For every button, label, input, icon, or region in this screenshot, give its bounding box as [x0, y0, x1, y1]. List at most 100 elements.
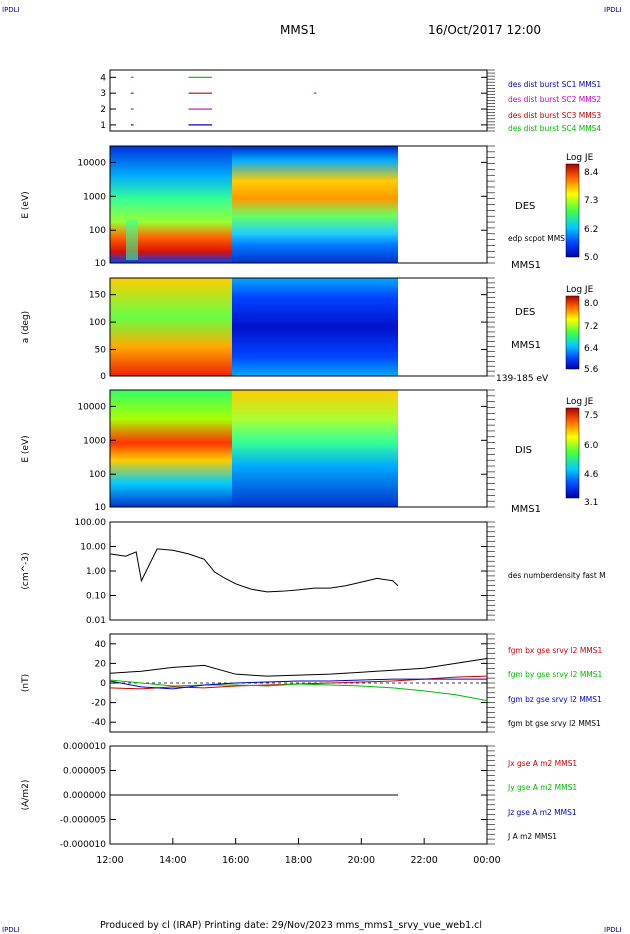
- current-ytick-label: 0.000000: [63, 791, 106, 801]
- panel-des-pitch: 150 100 50 0 a (deg) DES MMS1 139-185 eV Lo…: [21, 277, 599, 384]
- bfield-ytick-label: -40: [91, 718, 106, 728]
- des-energy-ylabel: E (eV): [21, 191, 31, 218]
- des-pitch-sat-label: MMS1: [511, 340, 541, 351]
- panel-current: 0.000010 0.000005 0.000000 -0.000005 -0.0000…: [21, 742, 577, 866]
- burst-ytick-label: 4: [100, 73, 106, 83]
- corner-label-top-right: IPDLI: [604, 6, 622, 14]
- dis-energy-cbar-tick: 4.6: [584, 470, 599, 480]
- des-pitch-ylabel: a (deg): [21, 311, 31, 343]
- bfield-ylabel: (nT): [21, 674, 31, 692]
- des-energy-cbar-tick: 6.2: [584, 225, 598, 235]
- density-ytick-label: 0.10: [86, 592, 106, 602]
- bfield-series-line: [109, 658, 488, 677]
- des-energy-ytick-label: 10000: [77, 158, 106, 168]
- dis-energy-ylabel: E (eV): [21, 435, 31, 462]
- des-pitch-ytick-label: 100: [89, 318, 106, 328]
- dis-energy-cbar-tick: 3.1: [584, 498, 598, 508]
- current-legend-j: J A m2 MMS1: [507, 832, 557, 841]
- des-energy-colorbar: [565, 163, 580, 258]
- bfield-series-line: [109, 679, 488, 702]
- density-ytick-label: 1.00: [86, 567, 106, 577]
- density-ytick-label: 0.01: [86, 616, 106, 626]
- dis-energy-ytick-label: 100: [89, 470, 106, 480]
- current-legend-jz: Jz gse A m2 MMS1: [507, 808, 577, 817]
- panel-density: 100.00 10.00 1.00 0.10 0.01 (cm^-3) des numb…: [21, 518, 606, 626]
- dis-energy-ytick-label: 1000: [83, 436, 106, 446]
- des-pitch-energy-label: 139-185 eV: [496, 374, 549, 384]
- mission-title: MMS1: [280, 23, 316, 37]
- x-tick-label: 20:00: [348, 855, 375, 866]
- des-energy-gap: [126, 220, 138, 260]
- des-pitch-cbar-tick: 5.6: [584, 365, 599, 375]
- bfield-ytick-label: 0: [100, 679, 106, 689]
- bfield-legend-by: fgm by gse srvy l2 MMS1: [508, 670, 603, 679]
- x-tick-label: 12:00: [96, 855, 123, 866]
- des-energy-colorbar-title: Log JE: [566, 153, 594, 163]
- bfield-series-line: [109, 675, 488, 690]
- des-energy-cbar-tick: 7.3: [584, 196, 598, 206]
- panel-burst-frame: [109, 69, 488, 132]
- dis-energy-colorbar-title: Log JE: [566, 397, 594, 407]
- panel-dis-energy: 10000 1000 100 10 E (eV) DIS MMS1 Log JE 7.…: [21, 389, 599, 515]
- current-legend-jy: Jy gse A m2 MMS1: [507, 783, 577, 792]
- dis-energy-ytick-label: 10000: [77, 402, 106, 412]
- legend-burst-sc4: des dist burst SC4 MMS4: [508, 124, 601, 133]
- des-energy-label: DES: [515, 201, 535, 212]
- corner-label-top-left: IPDLI: [2, 6, 20, 14]
- bfield-ytick-label: 40: [95, 640, 107, 650]
- dis-energy-ytick-label: 10: [95, 503, 107, 513]
- des-pitch-cbar-tick: 7.2: [584, 322, 598, 332]
- des-energy-cbar-tick: 8.4: [584, 168, 599, 178]
- des-pitch-ytick-label: 50: [95, 346, 107, 356]
- bfield-ytick-label: -20: [91, 699, 106, 709]
- density-ytick-label: 10.00: [80, 543, 106, 553]
- des-pitch-label: DES: [515, 307, 535, 318]
- legend-burst-sc3: des dist burst SC3 MMS3: [508, 111, 601, 120]
- datetime-title: 16/Oct/2017 12:00: [428, 23, 541, 37]
- dis-energy-spectrogram-late: [232, 390, 398, 507]
- legend-burst-sc2: des dist burst SC2 MMS2: [508, 95, 601, 104]
- des-energy-cbar-tick: 5.0: [584, 253, 599, 263]
- des-pitch-colorbar: [565, 295, 580, 370]
- des-energy-ytick-label: 1000: [83, 192, 106, 202]
- des-pitch-colorbar-title: Log JE: [566, 285, 594, 295]
- density-ylabel: (cm^-3): [21, 552, 31, 589]
- bfield-legend-bt: fgm bt gse srvy l2 MMS1: [508, 719, 601, 728]
- current-ytick-label: -0.000005: [60, 816, 106, 826]
- current-ytick-label: -0.000010: [60, 840, 106, 850]
- density-ytick-label: 100.00: [75, 518, 107, 528]
- des-pitch-ytick-label: 150: [89, 291, 106, 301]
- burst-ytick-label: 2: [100, 105, 106, 115]
- des-energy-sat-label: MMS1: [511, 260, 541, 271]
- bfield-legend-bz: fgm bz gse srvy l2 MMS1: [508, 695, 602, 704]
- des-pitch-spectrogram-early: [110, 278, 232, 376]
- current-ytick-label: 0.000005: [63, 767, 106, 777]
- dis-energy-colorbar: [565, 407, 580, 499]
- corner-label-bottom-left: IPDLI: [2, 926, 20, 934]
- panel-burst: 4 3 2 1 des dist burst SC1 MMS1 des dist bu…: [100, 69, 601, 133]
- bfield-legend-bx: fgm bx gse srvy l2 MMS1: [508, 646, 603, 655]
- current-ytick-label: 0.000010: [63, 742, 106, 752]
- x-tick-label: 18:00: [285, 855, 312, 866]
- des-energy-ytick-label: 100: [89, 226, 106, 236]
- des-pitch-ytick-label: 0: [100, 372, 106, 382]
- burst-ytick-label: 3: [100, 89, 106, 99]
- bfield-series-line: [109, 678, 487, 690]
- des-energy-extra-label: edp scpot MMS1: [508, 234, 570, 243]
- panel-bfield: 40 20 0 -20 -40 (nT) fgm bx gse srvy l2 MMS1…: [21, 633, 603, 733]
- des-pitch-cbar-tick: 6.4: [584, 344, 599, 354]
- x-tick-label: 00:00: [473, 855, 500, 866]
- dis-energy-cbar-tick: 7.5: [584, 411, 598, 421]
- dis-energy-sat-label: MMS1: [511, 504, 541, 515]
- footer-credit: Produced by cl (IRAP) Printing date: 29/…: [100, 920, 482, 931]
- current-ylabel: (A/m2): [21, 780, 31, 811]
- panel-des-energy: 10000 1000 100 10 E (eV) DES edp scpot MMS1…: [21, 145, 599, 271]
- dis-energy-spectrogram-early: [110, 390, 232, 507]
- legend-burst-sc1: des dist burst SC1 MMS1: [508, 80, 601, 89]
- des-pitch-cbar-tick: 8.0: [584, 299, 599, 309]
- corner-label-bottom-right: IPDLI: [604, 926, 622, 934]
- des-pitch-spectrogram-late: [232, 278, 398, 376]
- density-legend: des numberdensity fast M: [508, 571, 606, 580]
- dis-energy-label: DIS: [515, 445, 532, 456]
